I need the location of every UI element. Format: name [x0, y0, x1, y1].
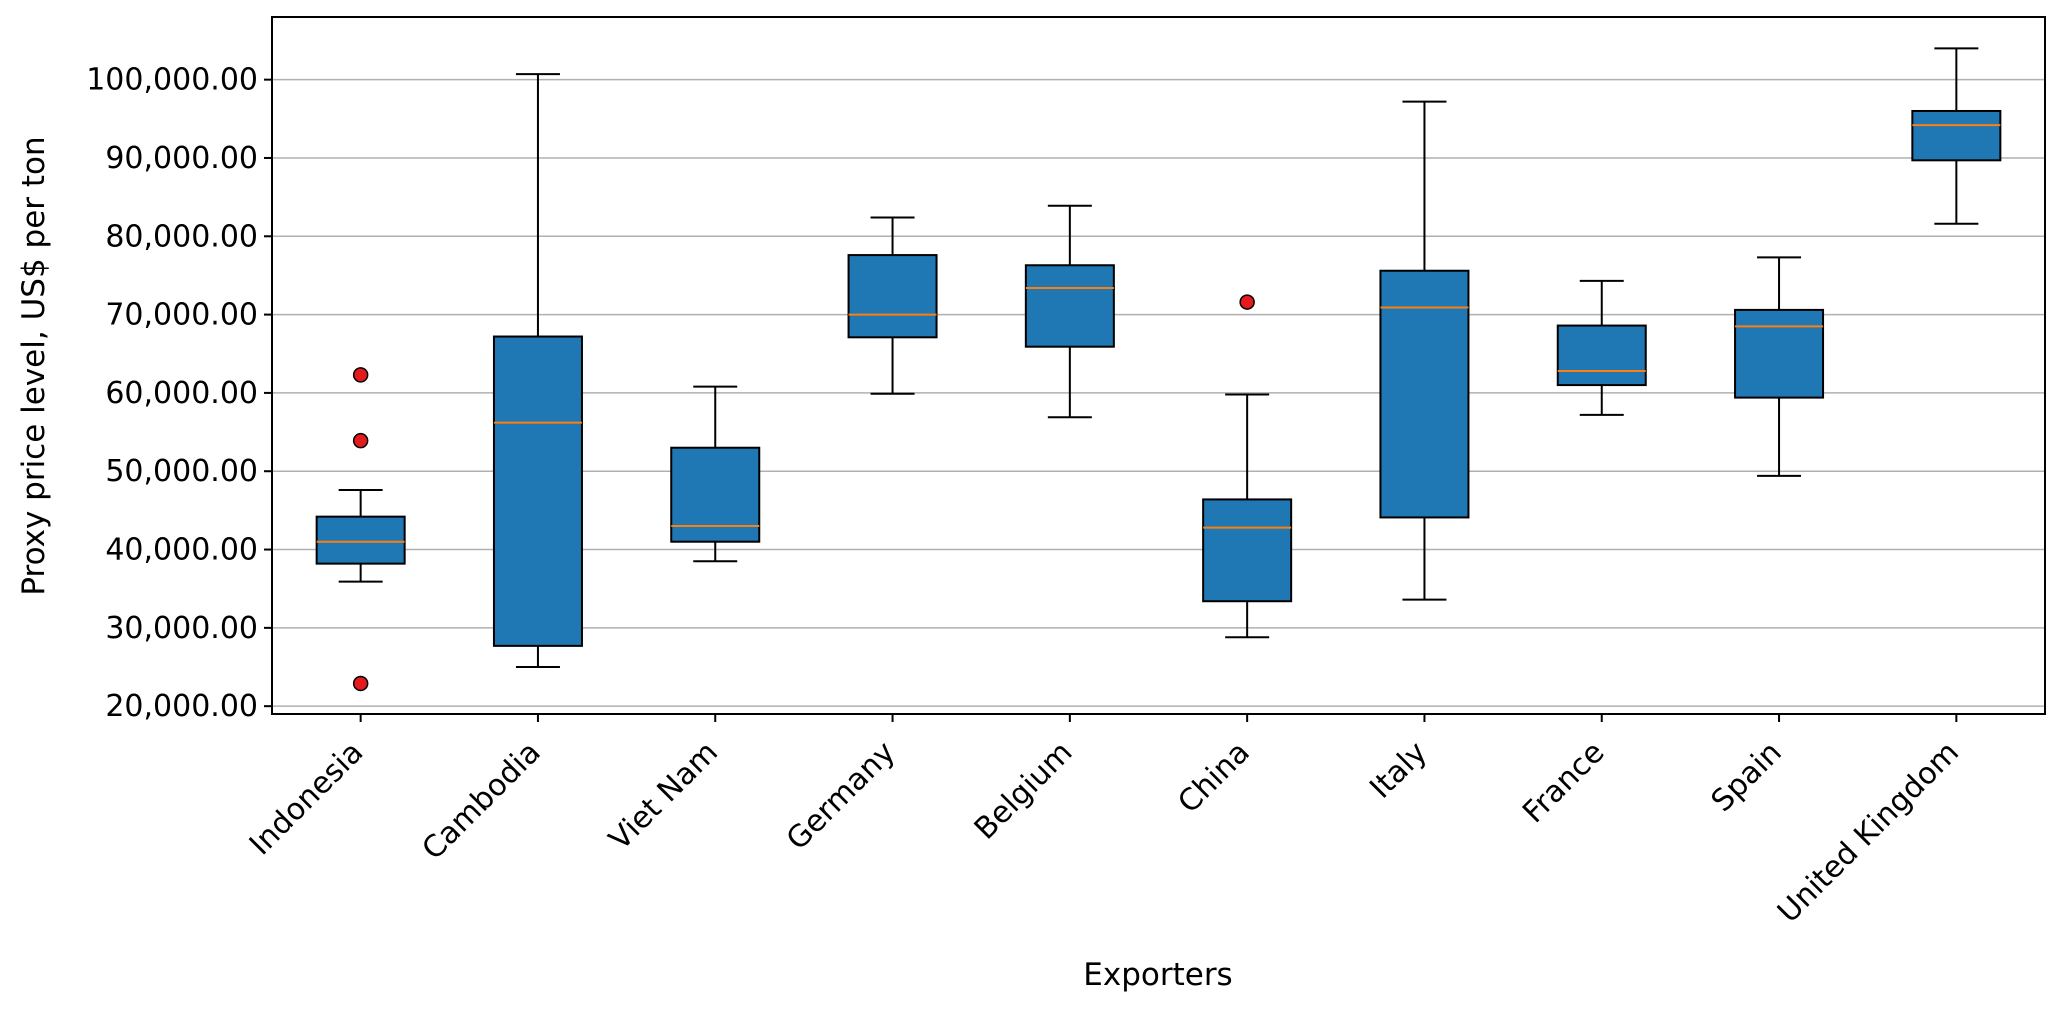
x-tick-label: Italy: [1363, 735, 1434, 806]
iqr-box: [1556, 324, 1647, 387]
iqr-box: [1734, 308, 1825, 399]
x-tick-label: Indonesia: [243, 735, 370, 862]
x-axis: Indonesia Cambodia Viet Nam Germany Belgium C…: [243, 714, 1966, 930]
box-indonesia: [315, 367, 406, 692]
box-china: [1202, 294, 1293, 639]
outlier-point: [352, 367, 369, 383]
plot-frame: [271, 16, 2046, 715]
x-tick-label: France: [1516, 735, 1611, 830]
x-tick-label: Viet Nam: [603, 735, 725, 857]
outlier-point: [352, 432, 369, 449]
iqr-box: [492, 335, 583, 647]
iqr-box: [315, 515, 406, 565]
outlier-point: [352, 675, 369, 692]
x-tick-label: Belgium: [968, 735, 1080, 847]
y-tick-label: 60,000.00: [105, 376, 258, 411]
box-united-kingdom: [1911, 47, 2002, 225]
box-italy: [1379, 100, 1470, 601]
boxes: [315, 47, 2002, 692]
y-tick-label: 30,000.00: [105, 611, 258, 646]
y-tick-label: 40,000.00: [105, 533, 258, 568]
box-viet-nam: [670, 385, 761, 563]
x-axis-title: Exporters: [1083, 957, 1232, 993]
x-tick-label: Cambodia: [416, 735, 548, 867]
x-tick-label: Spain: [1705, 735, 1789, 819]
y-tick-label: 50,000.00: [105, 454, 258, 489]
box-germany: [847, 216, 938, 395]
iqr-box: [1911, 109, 2002, 162]
y-axis: 20,000.00 30,000.00 40,000.00 50,000.00 60,0…: [86, 63, 272, 724]
iqr-box: [847, 254, 938, 339]
iqr-box: [1024, 264, 1115, 348]
y-axis-title: Proxy price level, US$ per ton: [16, 136, 52, 595]
y-tick-label: 20,000.00: [105, 689, 258, 724]
iqr-box: [670, 446, 761, 543]
y-tick-label: 70,000.00: [105, 298, 258, 333]
iqr-box: [1379, 269, 1470, 519]
box-belgium: [1024, 204, 1115, 419]
box-france: [1556, 279, 1647, 416]
x-tick-label: China: [1171, 735, 1256, 820]
x-tick-label: United Kingdom: [1771, 735, 1966, 930]
box-spain: [1734, 256, 1825, 477]
iqr-box: [1202, 498, 1293, 603]
outlier-point: [1239, 294, 1255, 310]
box-cambodia: [492, 73, 583, 669]
y-tick-label: 100,000.00: [86, 63, 258, 98]
y-tick-label: 80,000.00: [105, 219, 258, 254]
x-tick-label: Germany: [780, 735, 902, 857]
y-tick-label: 90,000.00: [105, 141, 258, 176]
